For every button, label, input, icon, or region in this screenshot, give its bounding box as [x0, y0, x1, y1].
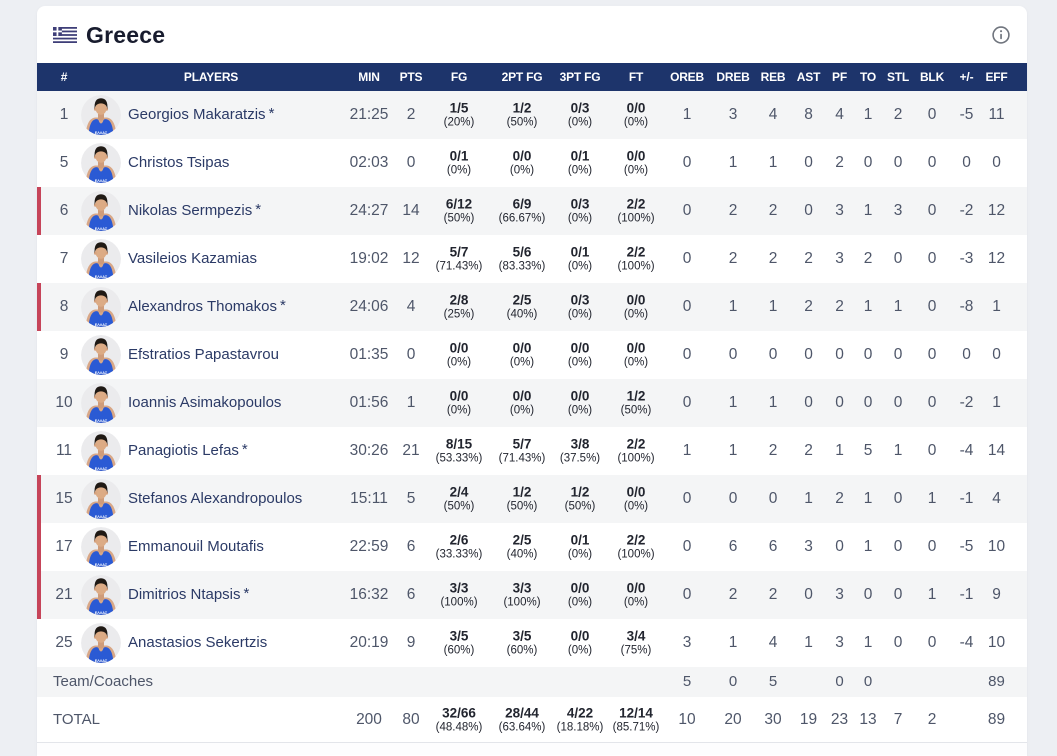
svg-text:EΛΛAΣ: EΛΛAΣ [95, 563, 108, 567]
svg-text:EΛΛAΣ: EΛΛAΣ [95, 227, 108, 231]
svg-text:EΛΛAΣ: EΛΛAΣ [95, 323, 108, 327]
svg-text:EΛΛAΣ: EΛΛAΣ [95, 659, 108, 663]
svg-text:EΛΛAΣ: EΛΛAΣ [95, 131, 108, 135]
svg-text:EΛΛAΣ: EΛΛAΣ [95, 371, 108, 375]
svg-text:EΛΛAΣ: EΛΛAΣ [95, 419, 108, 423]
svg-text:EΛΛAΣ: EΛΛAΣ [95, 179, 108, 183]
svg-text:EΛΛAΣ: EΛΛAΣ [95, 467, 108, 471]
svg-text:EΛΛAΣ: EΛΛAΣ [95, 275, 108, 279]
svg-text:EΛΛAΣ: EΛΛAΣ [95, 611, 108, 615]
svg-text:EΛΛAΣ: EΛΛAΣ [95, 515, 108, 519]
